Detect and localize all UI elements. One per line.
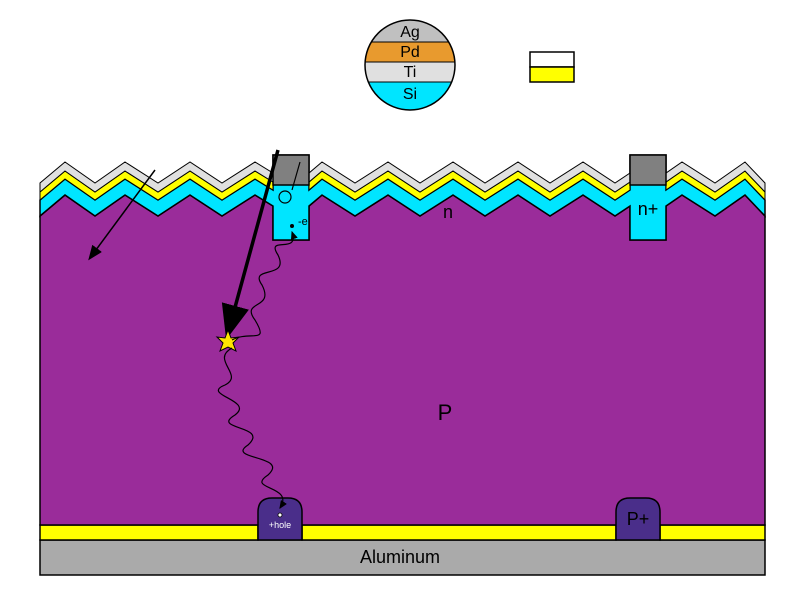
back-yellow-layer-right xyxy=(660,525,765,540)
back-yellow-layer-left xyxy=(40,525,258,540)
p-plus-label: P+ xyxy=(627,509,650,529)
p-plus-left xyxy=(258,498,302,540)
top-contact-left xyxy=(273,155,309,185)
electron-label: -e xyxy=(298,216,308,228)
hole-label: +hole xyxy=(269,520,291,530)
n-plus-label: n+ xyxy=(638,199,659,219)
back-yellow-layer-mid xyxy=(302,525,616,540)
n-label: n xyxy=(443,202,453,222)
aluminum-label: Aluminum xyxy=(360,547,440,567)
top-contact-right xyxy=(630,155,666,185)
legend-si: Si xyxy=(403,86,417,103)
legend-square-top xyxy=(530,52,574,67)
electron-dot xyxy=(290,224,294,228)
legend-square-bottom xyxy=(530,67,574,82)
p-label: P xyxy=(438,400,453,425)
hole-dot xyxy=(278,513,282,517)
legend-pd: Pd xyxy=(400,44,420,61)
p-region xyxy=(40,195,765,525)
legend-ti: Ti xyxy=(404,64,417,81)
legend-ag: Ag xyxy=(400,24,420,41)
